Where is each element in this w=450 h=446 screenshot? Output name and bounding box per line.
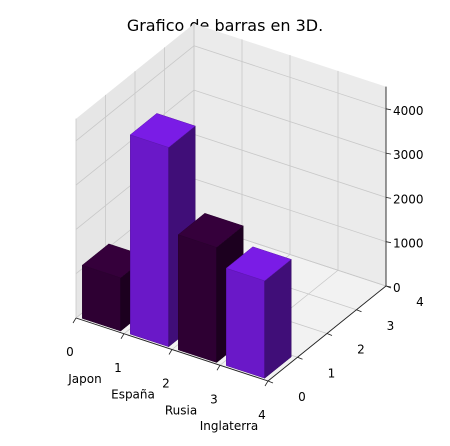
bar-top-face (225, 246, 292, 282)
x-tick-label: 3 (210, 392, 218, 406)
bar-top-face (129, 113, 196, 148)
category-label: Rusia (165, 403, 197, 417)
z-tick-mark (385, 285, 392, 288)
category-label: Inglaterra (200, 419, 259, 433)
y-tick-mark (326, 333, 333, 336)
y-tick-mark (356, 309, 362, 313)
x-tick-mark (216, 365, 221, 371)
y-tick-mark (267, 380, 274, 384)
x-tick-label: 2 (162, 377, 170, 391)
bar-front-face (226, 267, 265, 379)
bar-front-face (130, 134, 169, 348)
chart-title: Grafico de barras en 3D. (126, 16, 324, 35)
x-tick-mark (72, 317, 77, 324)
z-tick-label: 4000 (393, 104, 424, 118)
x-tick-mark (168, 349, 173, 355)
x-tick-label: 0 (66, 345, 74, 359)
z-tick-label: 0 (393, 281, 401, 295)
bar-front-face (178, 234, 217, 363)
y-tick-label: 4 (416, 295, 424, 309)
z-tick-mark (385, 152, 392, 155)
x-tick-label: 1 (114, 361, 122, 375)
bar-top-face (177, 213, 244, 248)
grid-line-z (75, 45, 195, 142)
y-tick-label: 1 (328, 366, 336, 380)
grid-line-z (193, 45, 387, 110)
z-tick-label: 3000 (393, 148, 424, 162)
grid-line-z (193, 178, 387, 243)
y-tick-label: 2 (357, 343, 365, 357)
y-tick-mark (297, 356, 303, 360)
category-label: España (111, 388, 155, 402)
x-tick-mark (264, 380, 269, 387)
bar-inglaterra (225, 246, 292, 379)
bars (81, 113, 292, 379)
z-tick-mark (385, 241, 392, 244)
x-tick-label: 4 (258, 408, 266, 422)
x-tick-mark (120, 333, 125, 339)
z-tick-label: 1000 (393, 237, 424, 251)
z-tick-mark (385, 197, 392, 199)
grid-line-z (193, 134, 387, 198)
z-tick-label: 2000 (393, 192, 424, 206)
y-tick-label: 0 (298, 390, 306, 404)
z-tick-mark (385, 108, 392, 111)
y-tick-label: 3 (387, 319, 395, 333)
grid-line-z (193, 89, 387, 154)
category-label: Japon (67, 372, 101, 386)
